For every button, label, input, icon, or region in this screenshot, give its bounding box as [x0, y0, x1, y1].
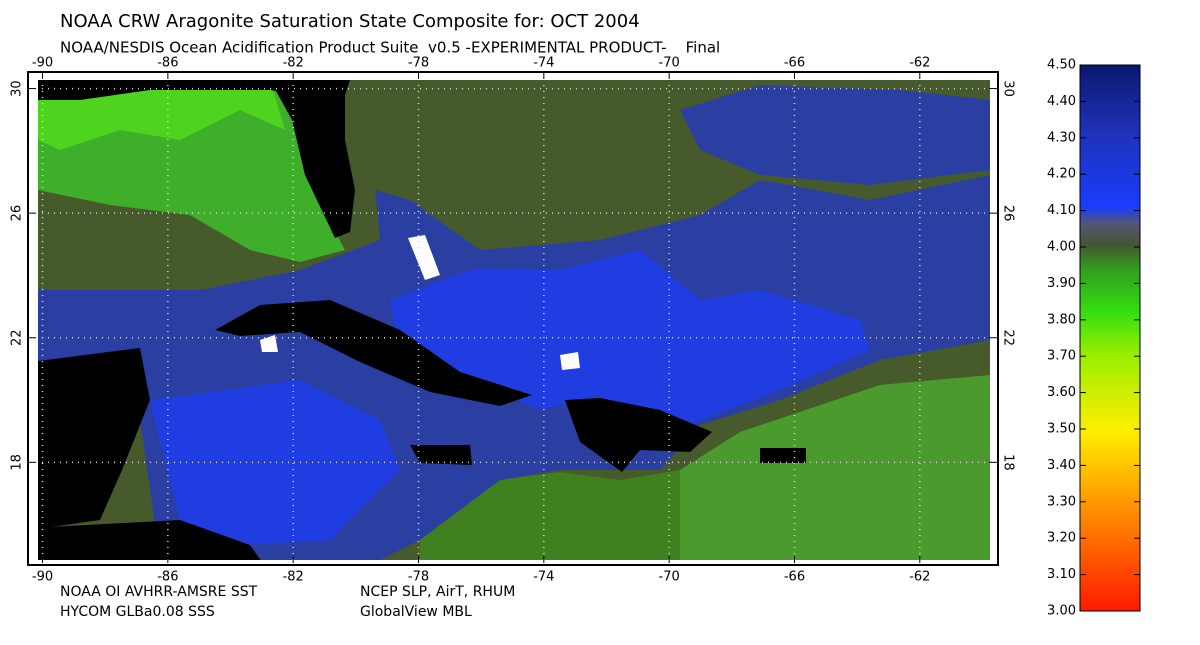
no-data-patch	[560, 352, 580, 370]
x-tick-label: -90	[32, 56, 53, 71]
gulf-bright-green	[38, 80, 285, 150]
colorbar-label: 4.50	[1047, 58, 1076, 73]
y-tick-label: 18	[1001, 454, 1016, 471]
y-tick-label: 18	[10, 454, 25, 471]
colorbar-label: 3.50	[1047, 422, 1076, 437]
colorbar-label: 4.40	[1047, 94, 1076, 109]
y-tick-label: 26	[10, 205, 25, 222]
land-yucatan	[38, 348, 150, 529]
x-tick-label: -82	[283, 56, 304, 71]
footer-text: NOAA OI AVHRR-AMSRE SST	[60, 584, 258, 600]
land-central-america	[38, 520, 261, 560]
x-tick-label: -66	[784, 570, 805, 585]
x-tick-label: -78	[408, 56, 429, 71]
colorbar-label: 3.70	[1047, 349, 1076, 364]
x-tick-label: -62	[909, 56, 930, 71]
land-florida	[270, 80, 355, 238]
x-tick-label: -78	[408, 570, 429, 585]
ocean-green-east	[680, 375, 990, 560]
land	[38, 80, 806, 560]
colorbar-label: 3.40	[1047, 458, 1076, 473]
colorbar-label: 4.20	[1047, 167, 1076, 182]
ticks: -90 -90 -86 -86 -82 -82 -78 -78 -74 -74 -70 -70 -66 -…	[10, 56, 1016, 585]
x-tick-label: -62	[909, 570, 930, 585]
subtitle: NOAA/NESDIS Ocean Acidification Product …	[60, 39, 720, 57]
x-tick-label: -74	[533, 56, 554, 71]
grid	[38, 80, 990, 560]
y-tick-label: 26	[1001, 205, 1016, 222]
footer-text: GlobalView MBL	[360, 604, 472, 620]
colorbar-label: 3.80	[1047, 312, 1076, 327]
no-data-patch	[260, 335, 278, 352]
x-tick-label: -86	[157, 56, 178, 71]
map-area	[38, 80, 990, 560]
colorbar-label: 3.60	[1047, 385, 1076, 400]
y-tick-label: 30	[1001, 80, 1016, 97]
x-tick-label: -66	[784, 56, 805, 71]
colorbar-label: 3.30	[1047, 494, 1076, 509]
colorbar	[1079, 64, 1141, 612]
colorbar-label: 4.00	[1047, 240, 1076, 255]
x-tick-label: -86	[157, 570, 178, 585]
x-tick-label: -74	[533, 570, 554, 585]
colorbar-ticks: 3.00 3.10 3.20 3.30 3.40 3.50 3.60 3.70 3.80 3.90…	[1047, 58, 1140, 619]
x-tick-label: -82	[283, 570, 304, 585]
land-jamaica	[410, 445, 472, 465]
land-cuba	[215, 300, 532, 406]
land-gulf-coast	[38, 80, 350, 100]
no-data-patch	[408, 235, 440, 280]
colorbar-label: 4.30	[1047, 130, 1076, 145]
land-puerto-rico	[760, 448, 806, 463]
colorbar-label: 3.10	[1047, 567, 1076, 582]
ocean-blue-north	[680, 85, 990, 185]
y-tick-label: 22	[1001, 329, 1016, 346]
ocean-bright-blue-2	[150, 380, 400, 545]
x-tick-label: -90	[32, 570, 53, 585]
x-tick-label: -70	[659, 570, 680, 585]
colorbar-label: 3.00	[1047, 604, 1076, 619]
ocean-olive-south	[420, 470, 680, 560]
y-tick-label: 22	[10, 329, 25, 346]
footer-text: HYCOM GLBa0.08 SSS	[60, 604, 215, 620]
x-tick-label: -70	[659, 56, 680, 71]
y-tick-label: 30	[10, 80, 25, 97]
colorbar-label: 3.20	[1047, 531, 1076, 546]
colorbar-label: 3.90	[1047, 276, 1076, 291]
title: NOAA CRW Aragonite Saturation State Comp…	[60, 11, 640, 32]
colorbar-label: 4.10	[1047, 203, 1076, 218]
no-data	[260, 235, 580, 370]
land-hispaniola	[565, 398, 712, 472]
footer-text: NCEP SLP, AirT, RHUM	[360, 584, 515, 600]
